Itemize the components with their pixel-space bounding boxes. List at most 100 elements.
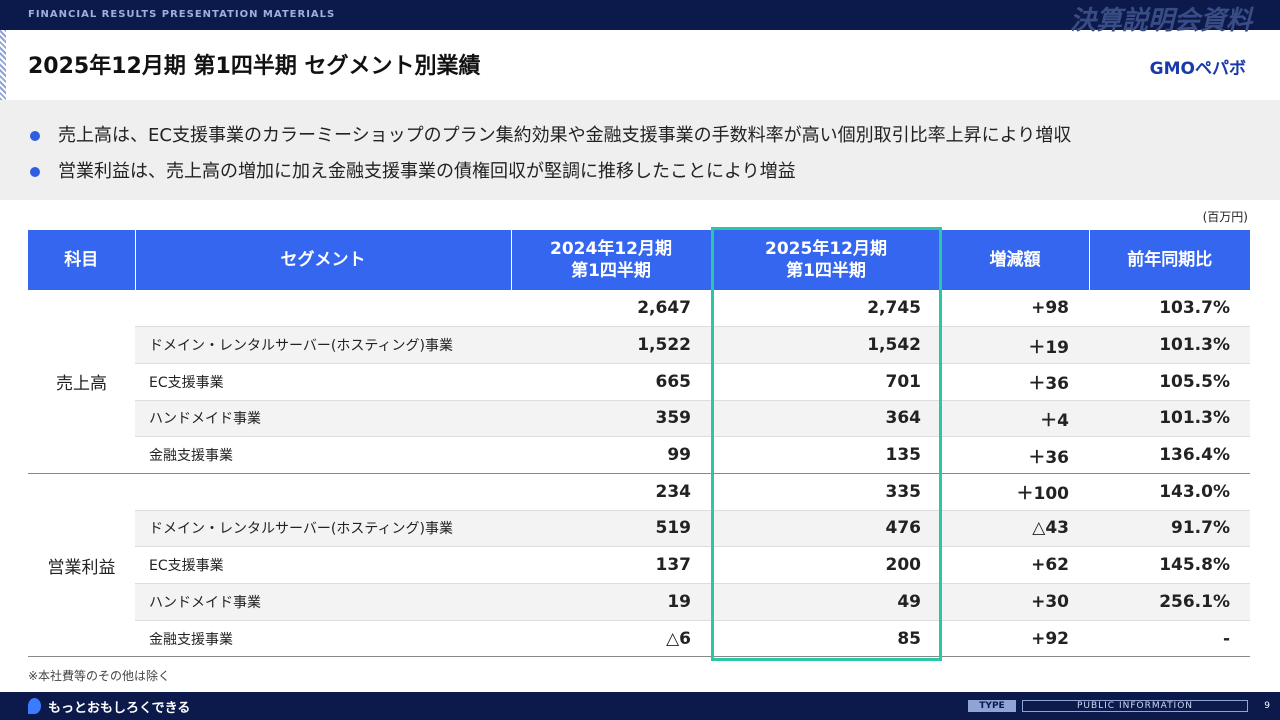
header-line: 科目 [64, 250, 99, 270]
column-header: セグメント [134, 230, 511, 290]
value-cell: 234 [511, 473, 711, 511]
segment-cell: ドメイン・レンタルサーバー(ホスティング)事業 [135, 326, 511, 364]
value-cell: 145.8% [1089, 546, 1250, 584]
bullets: 売上高は、EC支援事業のカラーミーショップのプラン集約効果や金融支援事業の手数料… [0, 100, 1280, 200]
value-cell: 665 [511, 363, 711, 401]
header-line: 前年同期比 [1127, 250, 1213, 270]
column-header: 2024年12月期 第1四半期 [510, 230, 711, 290]
value-cell: ＋4 [941, 400, 1089, 438]
value-cell: ＋36 [941, 363, 1089, 401]
header-line: セグメント [280, 250, 366, 270]
value-cell: 85 [711, 620, 941, 658]
column-header: 前年同期比 [1088, 230, 1250, 290]
column-header: 2025年12月期 第1四半期 [710, 230, 941, 290]
value-cell: 200 [711, 546, 941, 584]
segment-cell: ハンドメイド事業 [135, 583, 511, 621]
value-cell: 99 [511, 436, 711, 474]
bottom-bar [0, 692, 1280, 720]
value-cell: △43 [941, 510, 1089, 548]
unit: (百万円) [1202, 210, 1248, 224]
segment-row: 金融支援事業 △6 85 +92- [28, 620, 1250, 658]
header-line: 増減額 [989, 250, 1041, 270]
segment-row: 金融支援事業 99 135 ＋36 136.4% [28, 436, 1250, 474]
total-row: 営業利益 234 335 ＋100 143.0% [28, 473, 1250, 658]
column-header: 増減額 [940, 230, 1089, 290]
value-cell: 136.4% [1089, 436, 1250, 474]
bullet: 売上高は、EC支援事業のカラーミーショップのプラン集約効果や金融支援事業の手数料… [30, 118, 1280, 154]
value-cell: +62 [941, 546, 1089, 584]
value-cell: 701 [711, 363, 941, 401]
type-label: TYPE [968, 700, 1016, 712]
value-cell: +30 [941, 583, 1089, 621]
value-cell: ＋100 [941, 473, 1089, 511]
value-cell: 1,522 [511, 326, 711, 364]
banner-jp: 決算説明会資料 [1069, 6, 1252, 36]
footnote: ※本社費等のその他は除く [28, 669, 171, 683]
value-cell: 105.5% [1089, 363, 1250, 401]
value-cell: ＋36 [941, 436, 1089, 474]
header-line: 第1四半期 [571, 261, 651, 281]
total-row: 売上高 2,647 2,745 +98 103.7% [28, 290, 1250, 474]
column-header: 科目 [28, 230, 135, 290]
bullet-text: 営業利益は、売上高の増加に加え金融支援事業の債権回収が堅調に推移したことにより増… [58, 161, 796, 182]
segment-row: EC支援事業 137 200 +62 145.8% [28, 546, 1250, 584]
value-cell: 519 [511, 510, 711, 548]
top-bar [0, 0, 1280, 30]
header-line: 2025年12月期 [765, 239, 887, 259]
segment-cell: 金融支援事業 [135, 620, 511, 658]
value-cell: +98 [941, 290, 1089, 328]
segment-cell [135, 473, 511, 511]
bullet: 営業利益は、売上高の増加に加え金融支援事業の債権回収が堅調に推移したことにより増… [30, 154, 1280, 190]
value-cell: 359 [511, 400, 711, 438]
value-cell: 137 [511, 546, 711, 584]
banner: FINANCIAL RESULTS PRESENTATION MATERIALS [28, 9, 336, 20]
value-cell: 2,745 [711, 290, 941, 328]
value-cell: 364 [711, 400, 941, 438]
value-cell: 476 [711, 510, 941, 548]
segment-cell: EC支援事業 [135, 363, 511, 401]
value-cell: 256.1% [1089, 583, 1250, 621]
value-cell: +92 [941, 620, 1089, 658]
group-label: 営業利益 [28, 473, 135, 658]
logo: GMOペパボ [1149, 59, 1246, 79]
value-cell: △6 [511, 620, 711, 658]
group-label: 売上高 [28, 290, 135, 474]
segment-row: ハンドメイド事業 19 49 +30 256.1% [28, 583, 1250, 621]
table: 科目 セグメント 2024年12月期 第1四半期 2025年12月期 第1四半期 増減額 前年… [28, 230, 1250, 658]
value-cell: 103.7% [1089, 290, 1250, 328]
title: 2025年12月期 第1四半期 セグメント別業績 [28, 54, 481, 79]
segment-row: ハンドメイド事業 359 364 ＋4 101.3% [28, 400, 1250, 438]
segment-cell: ドメイン・レンタルサーバー(ホスティング)事業 [135, 510, 511, 548]
segment-cell: ハンドメイド事業 [135, 400, 511, 438]
bullet-dot [30, 167, 40, 177]
value-cell: 135 [711, 436, 941, 474]
value-cell: - [1089, 620, 1250, 658]
header-line: 第1四半期 [786, 261, 866, 281]
segment-row: ドメイン・レンタルサーバー(ホスティング)事業 1,522 1,542 ＋19 101.… [28, 326, 1250, 364]
header-row: 科目 セグメント 2024年12月期 第1四半期 2025年12月期 第1四半期 増減額 前年… [28, 230, 1250, 290]
value-cell: 49 [711, 583, 941, 621]
page-number: 9 [1264, 701, 1270, 711]
segment-cell [135, 290, 511, 328]
highlight [711, 227, 942, 661]
icon [28, 698, 41, 714]
value-cell: 101.3% [1089, 400, 1250, 438]
segment-row: EC支援事業 665 701 ＋36 105.5% [28, 363, 1250, 401]
tagline: もっとおもしろくできる [48, 701, 191, 716]
value-cell: 1,542 [711, 326, 941, 364]
bullet-dot [30, 131, 40, 141]
segment-cell: 金融支援事業 [135, 436, 511, 474]
segment-row: ドメイン・レンタルサーバー(ホスティング)事業 519 476 △43 91.7% [28, 510, 1250, 548]
value-cell: 101.3% [1089, 326, 1250, 364]
value-cell: 91.7% [1089, 510, 1250, 548]
header-line: 2024年12月期 [550, 239, 672, 259]
segment-cell: EC支援事業 [135, 546, 511, 584]
value-cell: 19 [511, 583, 711, 621]
bullet-text: 売上高は、EC支援事業のカラーミーショップのプラン集約効果や金融支援事業の手数料… [58, 125, 1072, 146]
stripe [0, 30, 6, 100]
value-cell: ＋19 [941, 326, 1089, 364]
classification: PUBLIC INFORMATION [1022, 700, 1248, 712]
value-cell: 143.0% [1089, 473, 1250, 511]
value-cell: 2,647 [511, 290, 711, 328]
